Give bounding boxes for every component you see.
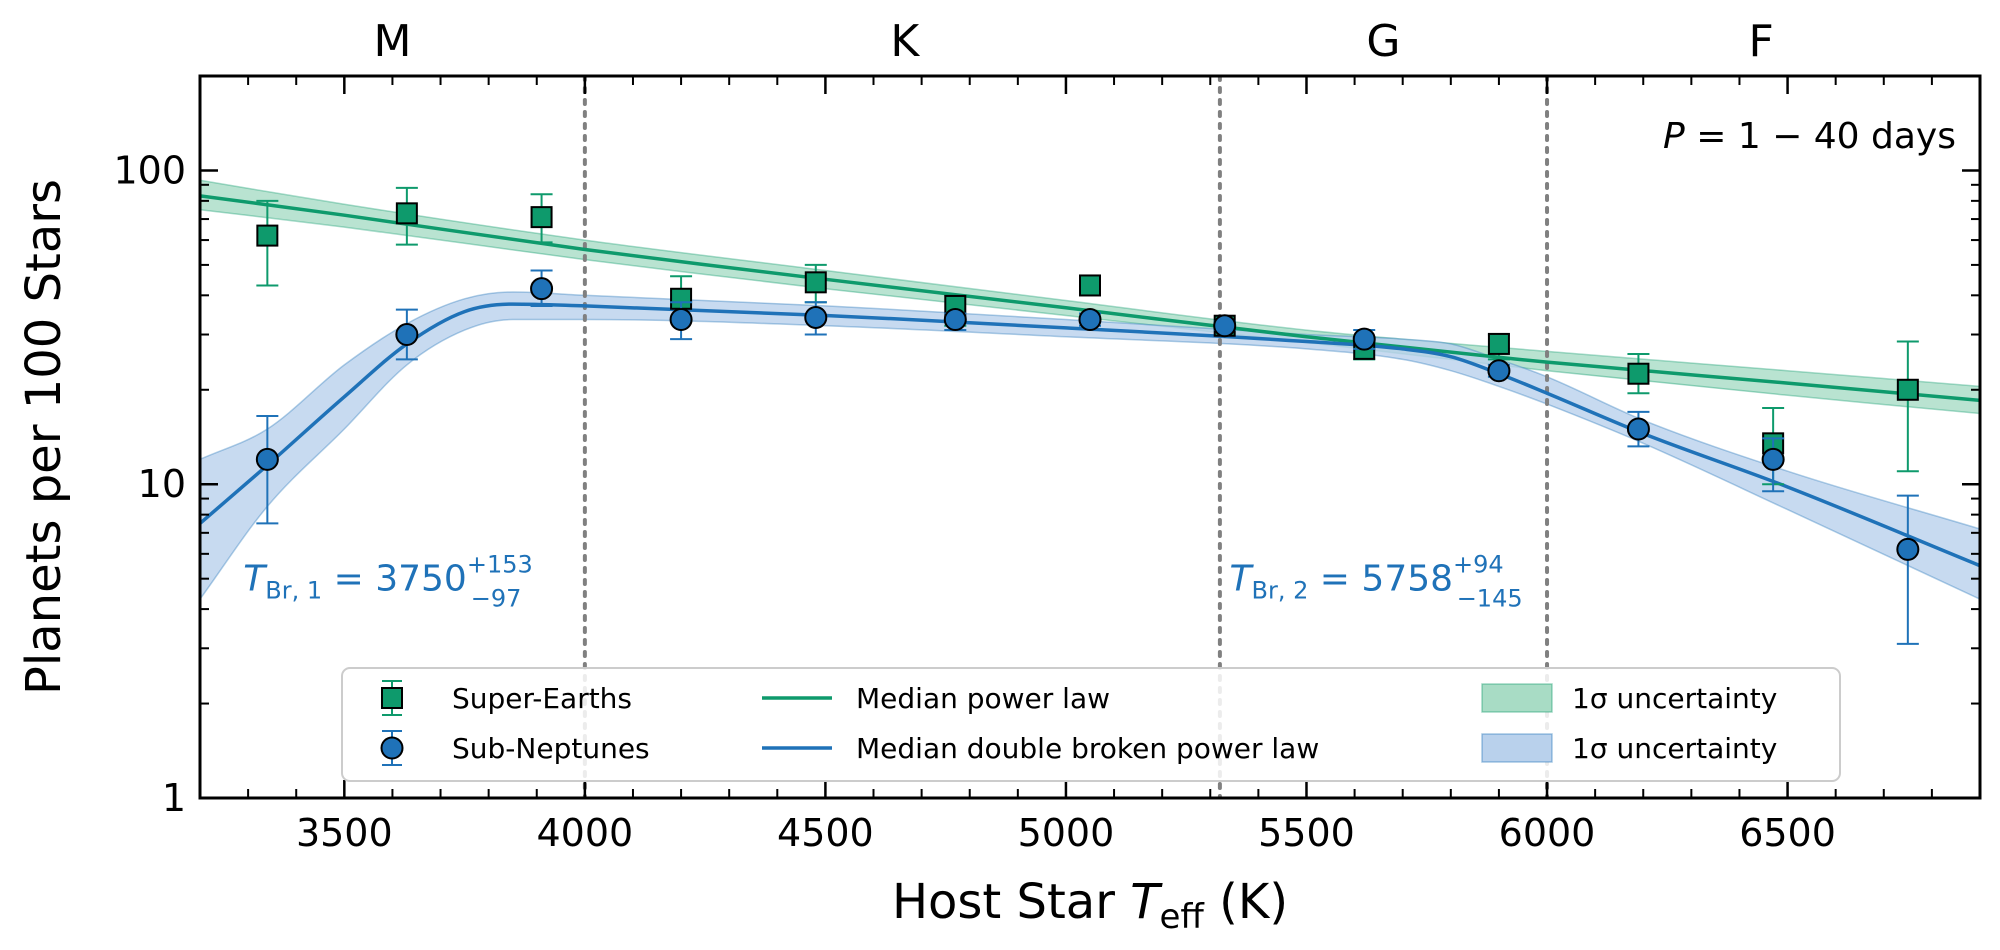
spectral-class-label-g: G xyxy=(1366,16,1400,67)
super-earth-point xyxy=(395,202,418,225)
super-earth-point xyxy=(530,206,553,229)
sub-neptune-point xyxy=(1352,327,1376,351)
x-tick-label: 3500 xyxy=(296,811,393,855)
break-temperature-annotation-1: TBr, 1 = 3750+153 −97 xyxy=(243,551,532,613)
period-annotation: P = 1 − 40 days xyxy=(1663,116,1956,157)
super-earth-point xyxy=(1627,362,1650,385)
sub-neptune-point xyxy=(1896,537,1920,561)
data-markers xyxy=(255,186,1920,645)
legend-box xyxy=(341,667,1841,782)
legend-super-band-swatch xyxy=(1481,683,1553,713)
super-earth-point xyxy=(1896,378,1919,401)
super-earth-point xyxy=(256,224,279,247)
power-law-median-line xyxy=(200,194,1980,403)
axes: 3500 4000 4500 5000 5500 6000 6500 1 10 100 Host S… xyxy=(16,16,1982,937)
super-earth-point xyxy=(1079,274,1101,297)
super-earth-point xyxy=(1487,332,1510,355)
super-earth-point xyxy=(804,271,827,294)
legend-label-power-law: Median power law xyxy=(856,682,1110,715)
sub-neptune-point xyxy=(530,277,554,301)
spectral-class-label-m: M xyxy=(373,16,411,67)
legend: Super-Earths Sub-Neptunes Median power law… xyxy=(341,667,1841,782)
sub-neptune-point xyxy=(255,447,279,471)
spectral-class-label-k: K xyxy=(890,16,920,67)
sub-neptune-point xyxy=(1761,447,1785,471)
sub-neptune-point xyxy=(1487,359,1511,383)
legend-label-super-earths: Super-Earths xyxy=(452,682,632,715)
spectral-class-label-f: F xyxy=(1748,16,1773,67)
legend-super-earth-marker xyxy=(381,687,403,709)
power-law-uncertainty-band xyxy=(200,179,1980,415)
legend-label-sub-neptunes: Sub-Neptunes xyxy=(452,732,650,765)
x-tick-label: 5500 xyxy=(1258,811,1355,855)
sub-neptune-point xyxy=(669,307,693,331)
break-temperature-annotation-2: TBr, 2 = 5758+94 −145 xyxy=(1230,551,1523,613)
x-tick-label: 6000 xyxy=(1499,811,1596,855)
legend-label-uncertainty-2: 1σ uncertainty xyxy=(1572,732,1777,765)
sub-neptune-point xyxy=(1213,314,1237,338)
y-axis-label: Planets per 100 Stars xyxy=(16,179,72,695)
sub-neptune-point xyxy=(804,305,828,329)
legend-label-double-broken: Median double broken power law xyxy=(856,732,1319,765)
y-tick-label: 10 xyxy=(138,462,186,506)
legend-label-uncertainty-1: 1σ uncertainty xyxy=(1572,682,1777,715)
annotations: P = 1 − 40 days TBr, 1 = 3750+153 −97 TBr, … xyxy=(243,116,1956,613)
legend-sub-band-swatch xyxy=(1481,733,1553,763)
double-broken-power-law-median-line xyxy=(200,302,1980,568)
sub-neptune-point xyxy=(943,307,967,331)
x-tick-label: 5000 xyxy=(1018,811,1115,855)
legend-sub-neptune-marker xyxy=(380,736,404,760)
sub-neptunes-series xyxy=(255,269,1920,645)
sub-neptune-point xyxy=(395,323,419,347)
y-tick-label: 100 xyxy=(113,148,186,192)
y-tick-label: 1 xyxy=(162,776,186,820)
x-tick-label: 4000 xyxy=(537,811,634,855)
sub-neptune-point xyxy=(1078,307,1102,331)
x-axis-label: Host Star Teff (K) xyxy=(892,874,1288,937)
sub-neptune-point xyxy=(1626,417,1650,441)
plot-content xyxy=(200,76,1980,798)
x-tick-label: 6500 xyxy=(1739,811,1836,855)
x-tick-label: 4500 xyxy=(777,811,874,855)
plot-frame xyxy=(198,74,1982,800)
super-earths-series xyxy=(256,186,1919,486)
